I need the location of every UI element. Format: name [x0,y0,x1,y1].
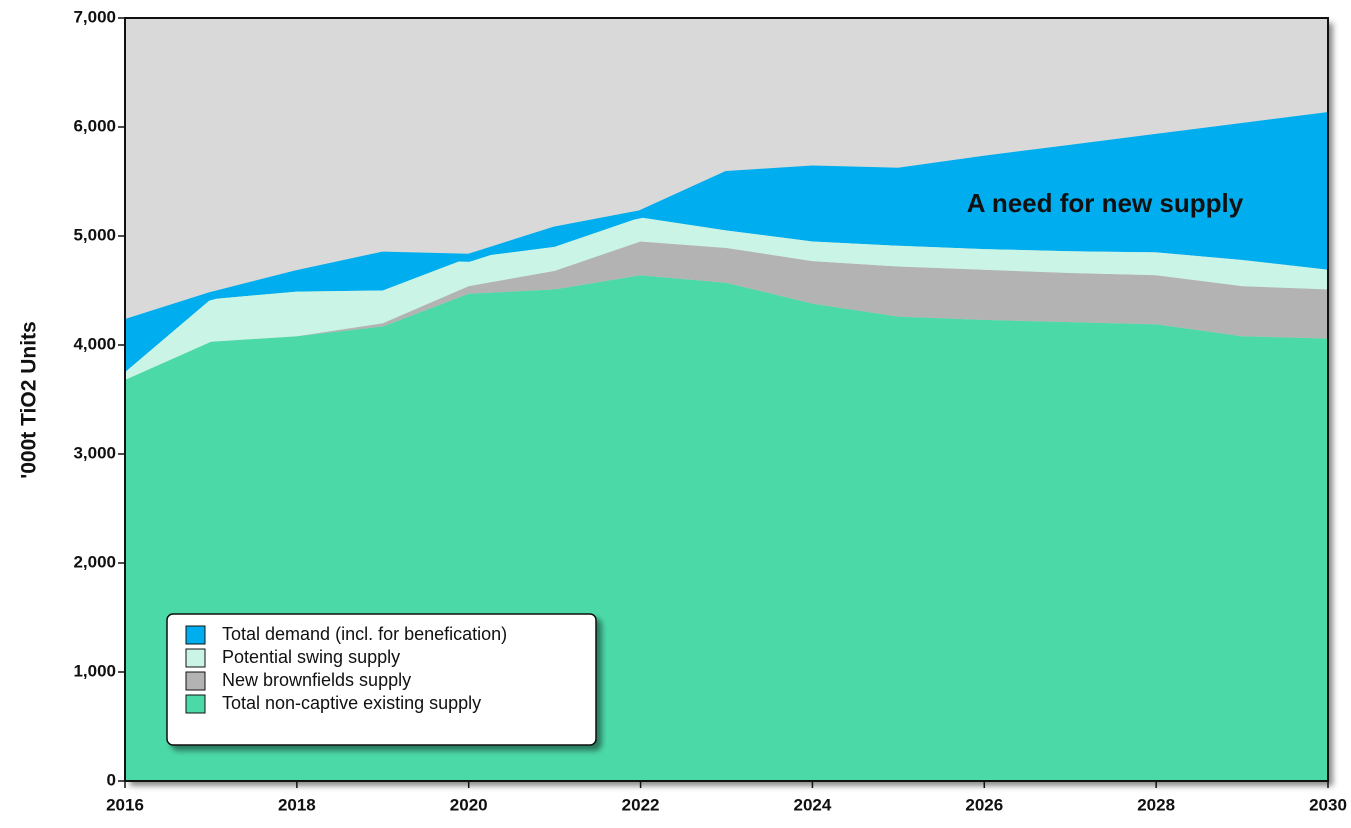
y-tick-label: 2,000 [73,552,116,571]
legend-label: Total demand (incl. for benefication) [222,624,507,644]
legend-swatch [185,694,206,714]
legend-label: Total non-captive existing supply [222,693,481,713]
x-tick-label: 2028 [1137,795,1175,814]
x-tick-label: 2026 [965,795,1003,814]
x-tick-label: 2022 [622,795,660,814]
area [125,217,1328,380]
y-tick-label: 7,000 [73,7,116,26]
legend-box [166,613,597,746]
legend-swatch [185,648,206,668]
y-tick-label: 0 [107,770,116,789]
legend-label: Potential swing supply [222,647,400,667]
x-tick-label: 2016 [106,795,144,814]
x-tick-label: 2020 [450,795,488,814]
demand-line [123,112,1329,328]
legend-swatch [185,671,206,691]
y-tick-label: 4,000 [73,334,116,353]
demand-area [125,116,1328,373]
y-tick-label: 1,000 [73,661,116,680]
y-tick-label: 6,000 [73,116,116,135]
y-tick-label: 5,000 [73,225,116,244]
plot-frame [124,17,1329,782]
annotation: A need for new supply [967,188,1244,218]
legend-label: New brownfields supply [222,670,411,690]
x-tick-label: 2030 [1309,795,1347,814]
area [125,241,1328,380]
x-tick-label: 2018 [278,795,316,814]
legend-swatch [185,625,206,645]
y-tick-label: 3,000 [73,443,116,462]
x-tick-label: 2024 [794,795,832,814]
legend: Total demand (incl. for benefication) Pot… [166,613,597,746]
y-axis-label: '000t TiO2 Units [18,321,41,479]
